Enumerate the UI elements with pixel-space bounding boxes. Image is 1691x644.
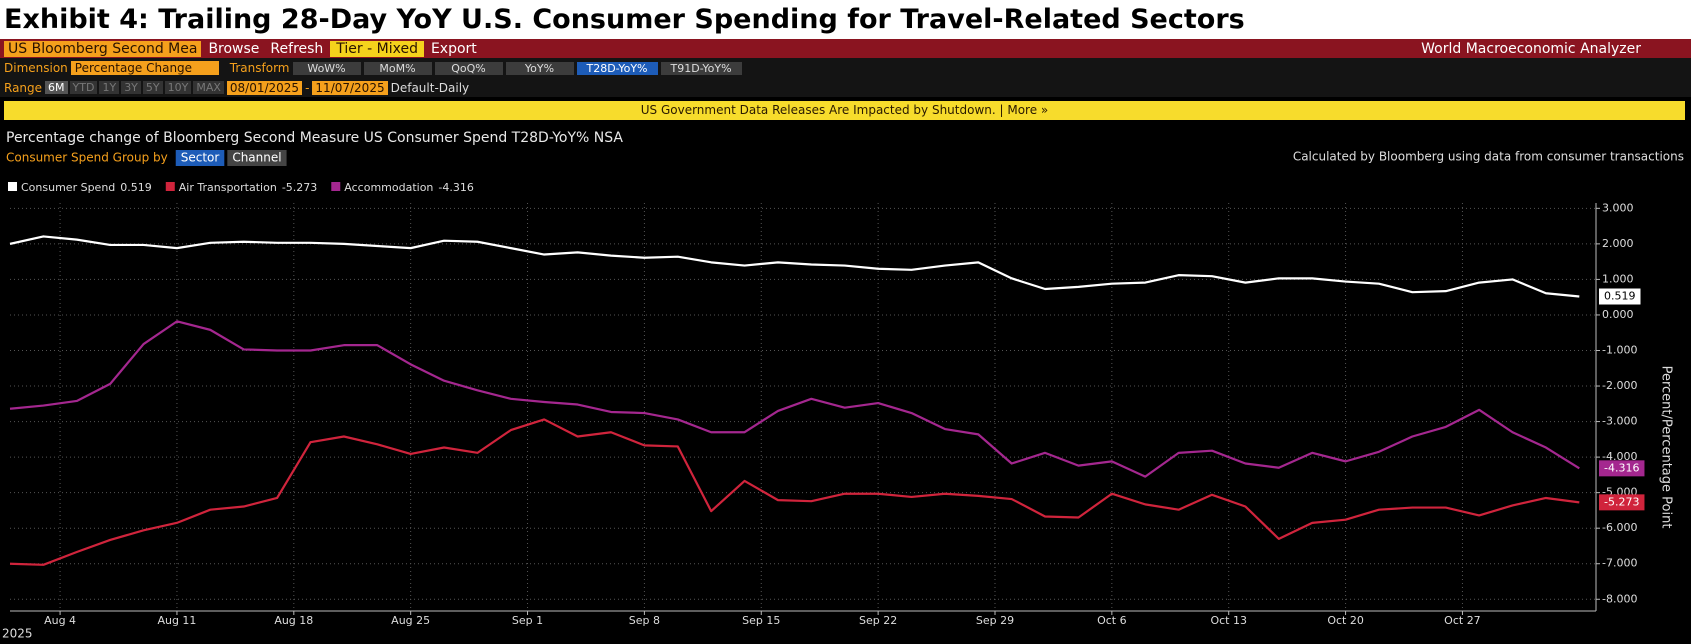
series-line <box>9 418 1580 566</box>
chart-note: Calculated by Bloomberg using data from … <box>1293 150 1684 164</box>
dimension-row: Dimension Percentage Change Transform Wo… <box>0 58 1691 78</box>
last-value-label: -5.273 <box>1604 495 1639 508</box>
y-axis-label: Percent/Percentage Point <box>1659 366 1674 529</box>
x-tick-label: Aug 25 <box>391 614 430 627</box>
y-tick-label: 0.000 <box>1602 308 1634 321</box>
group-option[interactable]: Sector <box>175 150 225 166</box>
legend-swatch <box>165 182 175 191</box>
range-button[interactable]: MAX <box>193 81 224 94</box>
series-line <box>9 235 1580 298</box>
toolbar-button[interactable]: Browse <box>208 40 260 57</box>
series-line <box>9 320 1580 478</box>
transform-label: Transform <box>229 61 290 75</box>
last-value-bg <box>1599 288 1641 305</box>
x-tick-label: Aug 18 <box>274 614 313 627</box>
y-tick-label: 2.000 <box>1602 237 1634 250</box>
dimension-dropdown[interactable]: Percentage Change <box>70 61 219 75</box>
x-tick-label: Oct 6 <box>1097 614 1127 627</box>
last-value-label: -4.316 <box>1604 461 1639 474</box>
start-date[interactable]: 08/01/2025 <box>226 80 303 95</box>
transform-group: WoW% MoM% QoQ% YoY% T28D-YoY% T91D-YoY% <box>292 61 742 75</box>
end-date[interactable]: 11/07/2025 <box>312 80 388 95</box>
frequency[interactable]: Default-Daily <box>390 80 470 95</box>
dimension-label: Dimension <box>4 61 68 75</box>
x-year-label: 2025 <box>2 627 33 641</box>
y-tick-label: -3.000 <box>1602 415 1637 428</box>
chart-title: Percentage change of Bloomberg Second Me… <box>6 130 623 146</box>
range-group: 6M YTD 1Y 3Y 5Y 10Y MAX <box>45 81 224 94</box>
range-button[interactable]: 3Y <box>121 81 141 94</box>
transform-button[interactable]: MoM% <box>363 61 432 75</box>
y-tick-label: -4.000 <box>1602 450 1637 463</box>
last-value-tag: -4.316 <box>1599 460 1645 477</box>
y-tick-label: -1.000 <box>1602 343 1637 356</box>
legend-value: 0.519 <box>120 181 152 194</box>
group-option-label: Sector <box>181 151 220 165</box>
legend-name: Air Transportation <box>179 181 277 194</box>
x-tick-label: Oct 13 <box>1210 614 1247 627</box>
y-tick-label: 3.000 <box>1602 201 1634 214</box>
transform-button[interactable]: QoQ% <box>434 61 503 75</box>
y-tick-label: -7.000 <box>1602 557 1637 570</box>
x-tick-label: Sep 22 <box>859 614 897 627</box>
range-button[interactable]: 5Y <box>142 81 163 94</box>
x-tick-label: Oct 27 <box>1444 614 1481 627</box>
group-option-label: Channel <box>232 151 281 165</box>
legend-name: Consumer Spend <box>21 181 115 194</box>
x-tick-label: Oct 20 <box>1327 614 1364 627</box>
range-button[interactable]: 6M <box>45 81 68 94</box>
group-by-label: Consumer Spend Group by <box>6 151 168 165</box>
app-name: World Macroeconomic Analyzer <box>1421 40 1641 57</box>
transform-button[interactable]: T28D-YoY% <box>576 61 658 75</box>
y-tick-label: 1.000 <box>1602 272 1634 285</box>
last-value-tag: 0.519 <box>1599 288 1641 305</box>
toolbar-button[interactable]: Refresh <box>270 40 324 57</box>
group-option[interactable]: Channel <box>227 150 287 166</box>
x-tick-label: Sep 15 <box>742 614 780 627</box>
last-value-bg <box>1599 460 1645 477</box>
y-tick-label: -2.000 <box>1602 379 1637 392</box>
transform-button[interactable]: YoY% <box>505 61 574 75</box>
toolbar: US Bloomberg Second Mea Browse Refresh T… <box>0 39 1691 58</box>
legend-swatch <box>331 182 341 191</box>
last-value-label: 0.519 <box>1604 290 1636 303</box>
x-tick-label: Aug 4 <box>44 614 76 627</box>
range-button[interactable]: YTD <box>69 81 98 94</box>
chart-background <box>0 122 1691 644</box>
legend-name: Accommodation <box>344 181 433 194</box>
legend-value: -4.316 <box>438 181 473 194</box>
security-field[interactable]: US Bloomberg Second Mea <box>4 40 202 57</box>
y-tick-label: -8.000 <box>1602 592 1637 605</box>
last-value-bg <box>1599 494 1645 511</box>
x-tick-label: Sep 8 <box>629 614 660 627</box>
shutdown-banner[interactable]: US Government Data Releases Are Impacted… <box>4 101 1685 120</box>
transform-button[interactable]: WoW% <box>292 61 361 75</box>
legend-swatch <box>8 182 17 191</box>
x-tick-label: Aug 11 <box>157 614 196 627</box>
tier-button[interactable]: Tier - Mixed <box>330 40 424 57</box>
chart: Percentage change of Bloomberg Second Me… <box>0 122 1691 644</box>
legend-value: -5.273 <box>282 181 317 194</box>
x-tick-label: Sep 1 <box>512 614 543 627</box>
date-separator: - <box>305 80 310 95</box>
export-button[interactable]: Export <box>430 40 477 57</box>
group-option-bg <box>175 150 225 166</box>
range-label: Range <box>4 80 43 95</box>
x-tick-label: Sep 29 <box>976 614 1014 627</box>
y-tick-label: -6.000 <box>1602 521 1637 534</box>
exhibit-title: Exhibit 4: Trailing 28-Day YoY U.S. Cons… <box>0 0 1691 39</box>
transform-button[interactable]: T91D-YoY% <box>660 61 742 75</box>
range-button[interactable]: 1Y <box>99 81 120 94</box>
last-value-tag: -5.273 <box>1599 494 1645 511</box>
range-button[interactable]: 10Y <box>164 81 192 94</box>
range-row: Range 6M YTD 1Y 3Y 5Y 10Y MAX 08/01/2025 - 11/… <box>0 78 1691 97</box>
group-option-bg <box>227 150 287 166</box>
